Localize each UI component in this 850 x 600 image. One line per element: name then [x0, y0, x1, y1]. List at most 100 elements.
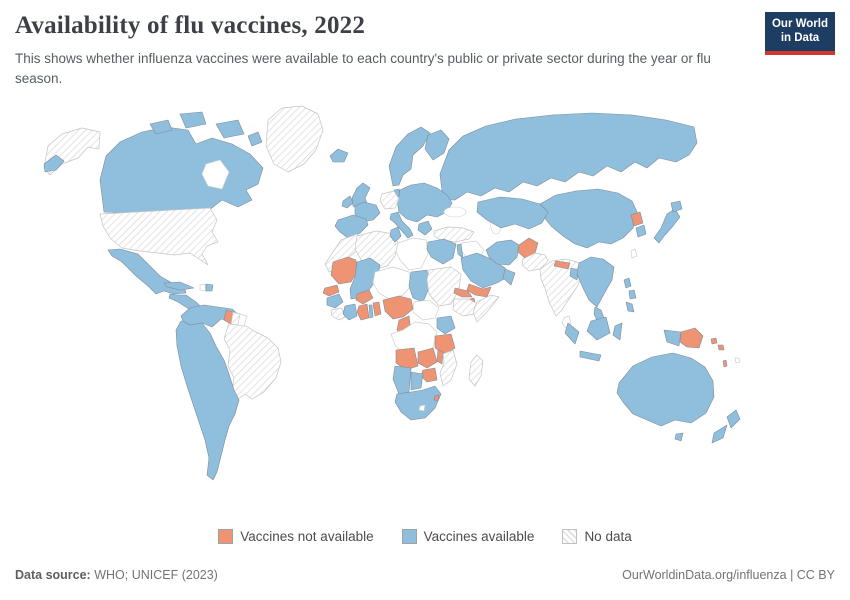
region-mainland-southeast-asia[interactable]	[576, 256, 615, 308]
country-sudan[interactable]	[426, 266, 462, 307]
region-central-eastern-europe[interactable]	[396, 182, 453, 223]
country-ghana[interactable]	[356, 303, 370, 321]
country-nigeria[interactable]	[382, 295, 414, 320]
country-italy[interactable]	[389, 211, 414, 239]
country-nepal[interactable]	[553, 260, 571, 270]
country-indonesia-java[interactable]	[579, 350, 602, 362]
region-sierra-leone-liberia[interactable]	[330, 307, 348, 321]
country-dominican-republic[interactable]	[205, 283, 214, 292]
country-kenya[interactable]	[436, 315, 456, 335]
world-choropleth-map[interactable]	[0, 102, 850, 514]
country-solomon-islands[interactable]	[717, 344, 725, 351]
country-lesotho[interactable]	[418, 404, 426, 412]
legend-swatch-not-available	[218, 529, 234, 544]
country-philippines[interactable]	[623, 277, 632, 289]
country-benin[interactable]	[372, 301, 382, 317]
country-south-korea[interactable]	[635, 224, 647, 238]
country-indonesia-papua[interactable]	[663, 329, 682, 347]
region-norway-sweden[interactable]	[388, 126, 431, 187]
country-taiwan[interactable]	[630, 248, 638, 259]
country-canada-arctic-island[interactable]	[247, 131, 263, 147]
country-canada-arctic-island[interactable]	[215, 119, 245, 139]
page-title: Availability of flu vaccines, 2022	[15, 12, 366, 39]
country-burkina-faso[interactable]	[355, 289, 374, 305]
country-australia[interactable]	[616, 352, 715, 427]
region-central-asia[interactable]	[476, 196, 549, 230]
country-saudi-arabia[interactable]	[460, 252, 510, 289]
country-turkey[interactable]	[433, 226, 475, 243]
country-france[interactable]	[354, 201, 381, 223]
country-australia-tasmania[interactable]	[674, 432, 684, 442]
legend-swatch-no-data	[562, 529, 578, 544]
country-russia[interactable]	[439, 112, 698, 201]
country-namibia[interactable]	[392, 365, 412, 395]
country-new-zealand[interactable]	[726, 409, 741, 429]
country-niger[interactable]	[372, 266, 412, 300]
country-greenland[interactable]	[265, 105, 324, 173]
country-canada-arctic-island[interactable]	[179, 111, 207, 129]
country-libya[interactable]	[395, 237, 429, 271]
country-somalia[interactable]	[472, 294, 500, 323]
country-new-zealand[interactable]	[711, 424, 728, 444]
country-bangladesh[interactable]	[569, 267, 580, 281]
country-fiji[interactable]	[734, 357, 741, 364]
legend-item-available[interactable]: Vaccines available	[401, 529, 535, 544]
country-russia-chukotka[interactable]	[43, 154, 65, 173]
country-south-africa[interactable]	[394, 385, 442, 421]
country-malawi[interactable]	[436, 349, 444, 365]
country-canada[interactable]	[99, 126, 264, 216]
country-north-korea[interactable]	[630, 211, 644, 227]
country-mozambique[interactable]	[439, 349, 458, 387]
country-cuba[interactable]	[163, 281, 195, 291]
country-canada-arctic-island[interactable]	[149, 119, 173, 135]
region-oman-uae[interactable]	[502, 268, 516, 286]
country-china[interactable]	[539, 188, 639, 249]
country-cote-divoire[interactable]	[342, 303, 358, 321]
country-indonesia-sumatra[interactable]	[564, 322, 580, 345]
region-south-america-west[interactable]	[175, 320, 240, 481]
country-ireland[interactable]	[341, 195, 354, 209]
region-south-sudan-car[interactable]	[412, 299, 440, 321]
legend-label: Vaccines available	[423, 529, 535, 544]
country-guinea[interactable]	[326, 293, 344, 309]
country-eswatini[interactable]	[433, 394, 440, 402]
legend-item-no-data[interactable]: No data	[562, 529, 632, 544]
country-zambia[interactable]	[417, 347, 438, 369]
country-brazil[interactable]	[223, 322, 282, 400]
country-finland[interactable]	[424, 129, 450, 161]
country-vanuatu[interactable]	[722, 359, 728, 368]
country-japan[interactable]	[653, 208, 681, 244]
country-japan-hokkaido[interactable]	[670, 200, 683, 213]
country-tunisia[interactable]	[389, 226, 402, 243]
country-angola[interactable]	[395, 347, 419, 371]
region-borneo[interactable]	[586, 316, 611, 341]
country-indonesia-sulawesi[interactable]	[612, 322, 623, 341]
country-botswana[interactable]	[410, 371, 424, 391]
country-philippines[interactable]	[625, 301, 635, 313]
country-germany[interactable]	[379, 190, 400, 210]
country-iran[interactable]	[485, 239, 520, 266]
country-eritrea[interactable]	[453, 287, 473, 298]
region-spain-portugal[interactable]	[334, 214, 369, 239]
owid-url-link[interactable]: OurWorldinData.org/influenza | CC BY	[622, 568, 835, 582]
country-philippines[interactable]	[628, 289, 637, 300]
country-pakistan[interactable]	[521, 252, 549, 272]
country-togo[interactable]	[368, 304, 374, 319]
map-legend: Vaccines not available Vaccines availabl…	[0, 529, 850, 544]
owid-logo[interactable]: Our World in Data	[765, 12, 835, 55]
country-haiti[interactable]	[199, 283, 207, 292]
country-united-states[interactable]	[99, 207, 219, 266]
country-greece[interactable]	[417, 220, 433, 236]
country-senegal[interactable]	[322, 284, 340, 297]
country-papua-new-guinea[interactable]	[679, 327, 704, 349]
country-solomon-islands[interactable]	[710, 337, 718, 345]
country-french-guiana[interactable]	[237, 313, 248, 327]
country-chad[interactable]	[408, 269, 430, 303]
country-iceland[interactable]	[329, 148, 349, 163]
country-zimbabwe[interactable]	[420, 367, 438, 383]
country-madagascar[interactable]	[468, 354, 484, 387]
country-mauritania[interactable]	[330, 256, 358, 285]
country-egypt[interactable]	[426, 238, 457, 265]
legend-item-not-available[interactable]: Vaccines not available	[218, 529, 374, 544]
